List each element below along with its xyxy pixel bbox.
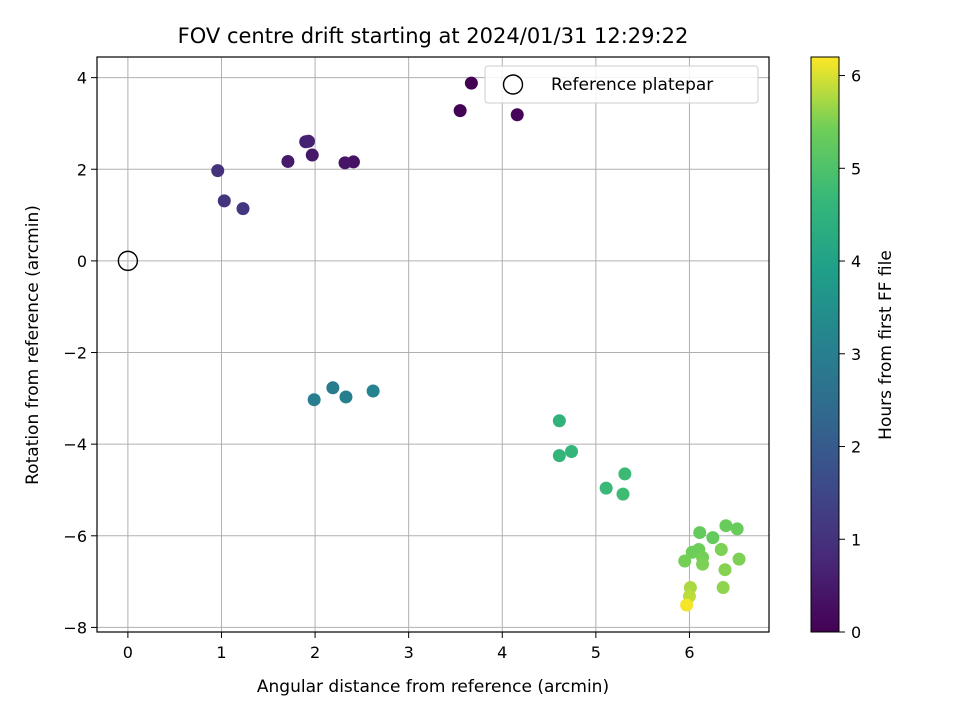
colorbar-tick-label: 0 <box>851 623 861 642</box>
data-point <box>719 519 733 533</box>
data-point <box>339 390 353 404</box>
data-point <box>732 552 746 566</box>
data-point <box>599 481 613 495</box>
data-point <box>616 487 630 501</box>
data-point <box>211 164 225 178</box>
x-tick-label: 4 <box>497 643 507 662</box>
data-point <box>302 134 316 148</box>
chart-title: FOV centre drift starting at 2024/01/31 … <box>178 24 689 48</box>
colorbar-tick-label: 3 <box>851 345 861 364</box>
x-tick-label: 5 <box>591 643 601 662</box>
reference-platepar-marker <box>117 250 139 272</box>
data-point <box>338 156 352 170</box>
colorbar-label: Hours from first FF file <box>876 250 896 440</box>
x-axis-ticks: 0 1 2 3 4 5 6 <box>123 632 695 662</box>
data-point <box>366 384 380 398</box>
data-point <box>706 531 720 545</box>
data-point <box>217 194 231 208</box>
colorbar-tick-label: 4 <box>851 252 861 271</box>
colorbar: 0 1 2 3 4 5 6 Hours from first FF file <box>810 56 896 642</box>
data-point <box>618 467 632 481</box>
data-point <box>453 104 467 118</box>
x-tick-label: 0 <box>123 643 133 662</box>
data-point <box>565 444 579 458</box>
data-point <box>510 108 524 122</box>
data-point <box>693 526 707 540</box>
data-point <box>307 393 321 407</box>
x-tick-label: 3 <box>404 643 414 662</box>
data-point <box>716 581 730 595</box>
x-tick-label: 1 <box>216 643 226 662</box>
data-point <box>680 598 694 612</box>
data-point <box>552 414 566 428</box>
y-axis-label: Rotation from reference (arcmin) <box>23 205 43 485</box>
data-point <box>730 522 744 536</box>
reference-marker-layer <box>117 250 139 272</box>
data-point <box>714 543 728 557</box>
y-tick-label: −6 <box>63 527 87 546</box>
data-points <box>211 76 746 612</box>
colorbar-tick-label: 2 <box>851 438 861 457</box>
colorbar-tick-label: 5 <box>851 159 861 178</box>
grid <box>97 57 769 632</box>
data-point <box>464 76 478 90</box>
y-axis-ticks: 4 2 0 −2 −4 −6 −8 <box>63 69 97 637</box>
data-point <box>281 154 295 168</box>
data-point <box>678 554 692 568</box>
y-tick-label: −2 <box>63 344 87 363</box>
y-tick-label: −4 <box>63 435 87 454</box>
data-point <box>305 148 319 162</box>
x-tick-label: 2 <box>310 643 320 662</box>
colorbar-ticks: 0 1 2 3 4 5 6 <box>839 67 861 642</box>
y-tick-label: 4 <box>77 69 87 88</box>
legend-entry-reference: Reference platepar <box>551 75 713 95</box>
x-axis-label: Angular distance from reference (arcmin) <box>257 677 609 697</box>
data-point <box>718 563 732 577</box>
y-tick-label: 2 <box>77 160 87 179</box>
plot-frame <box>96 56 770 633</box>
legend-reference-marker <box>502 74 524 95</box>
legend: Reference platepar <box>484 65 759 104</box>
data-point <box>552 449 566 463</box>
x-tick-label: 6 <box>684 643 694 662</box>
legend-box <box>484 65 759 104</box>
y-tick-label: −8 <box>63 618 87 637</box>
data-point <box>326 381 340 395</box>
colorbar-gradient <box>810 56 840 633</box>
colorbar-tick-label: 6 <box>851 67 861 86</box>
colorbar-tick-label: 1 <box>851 530 861 549</box>
data-point <box>696 557 710 571</box>
y-tick-label: 0 <box>77 252 87 271</box>
data-point <box>236 202 250 216</box>
